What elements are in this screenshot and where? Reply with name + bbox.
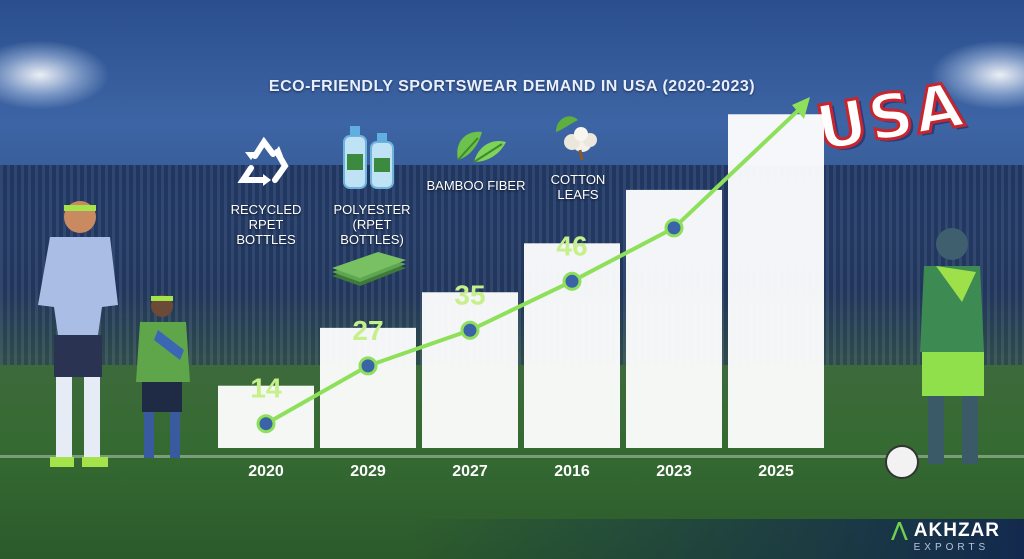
cash-stack-icon [332,252,406,286]
material-label-line: COTTON [550,172,606,187]
material-label-line: POLYESTER [333,202,411,217]
bar-2025 [728,114,824,448]
material-label: COTTON LEAFS [538,172,618,202]
bottles-icon [343,126,394,189]
brand-sub: EXPORTS [913,542,990,553]
data-point-2020 [256,414,276,434]
brand-name-text: AKHZAR [913,520,1000,541]
brand-name: ⋀ AKHZAR [892,519,1000,542]
brand-logo: ⋀ AKHZAR EXPORTS [892,519,1000,553]
x-tick-label: 2016 [554,463,590,480]
data-label: 46 [556,230,587,261]
data-label: 14 [250,373,282,404]
x-tick-label: 2029 [350,463,386,480]
material-label-line: RECYCLED [230,202,302,217]
x-tick-label: 2027 [452,463,488,480]
data-label: 35 [454,279,485,310]
data-point-2029 [358,356,378,376]
bamboo-leaves-icon [457,131,506,163]
x-tick-label: 2025 [758,463,794,480]
data-label: 27 [352,315,383,346]
x-tick-label: 2020 [248,463,284,480]
player-left-icon [38,201,118,467]
material-label-line: RPET BOTTLES [236,217,296,247]
material-label: RECYCLED RPET BOTTLES [226,202,306,247]
cotton-icon [556,116,597,161]
player-mid-icon [136,295,190,458]
data-point-2023 [664,218,684,238]
trend-line [265,101,808,426]
material-label-line: BAMBOO FIBER [426,178,526,193]
bar-2029 [320,327,416,448]
floodlight-left [0,40,110,110]
chart-title: ECO-FRIENDLY SPORTSWEAR DEMAND IN USA (2… [268,78,756,95]
field-line [0,455,1024,458]
brand-mark-icon: ⋀ [891,520,909,541]
material-label-line: LEAFS [557,187,599,202]
material-label: POLYESTER (RPET BOTTLES) [322,202,422,247]
data-point-2027 [460,320,480,340]
bar-2027 [422,292,518,448]
x-tick-label: 2023 [656,463,692,480]
player-right-icon [885,228,984,479]
trend-arrow [792,97,810,119]
data-point-2016 [562,271,582,291]
footer-band [0,519,1024,559]
material-label: BAMBOO FIBER [420,178,532,193]
material-label-line: (RPET BOTTLES) [340,217,404,247]
recycle-icon [237,136,289,186]
